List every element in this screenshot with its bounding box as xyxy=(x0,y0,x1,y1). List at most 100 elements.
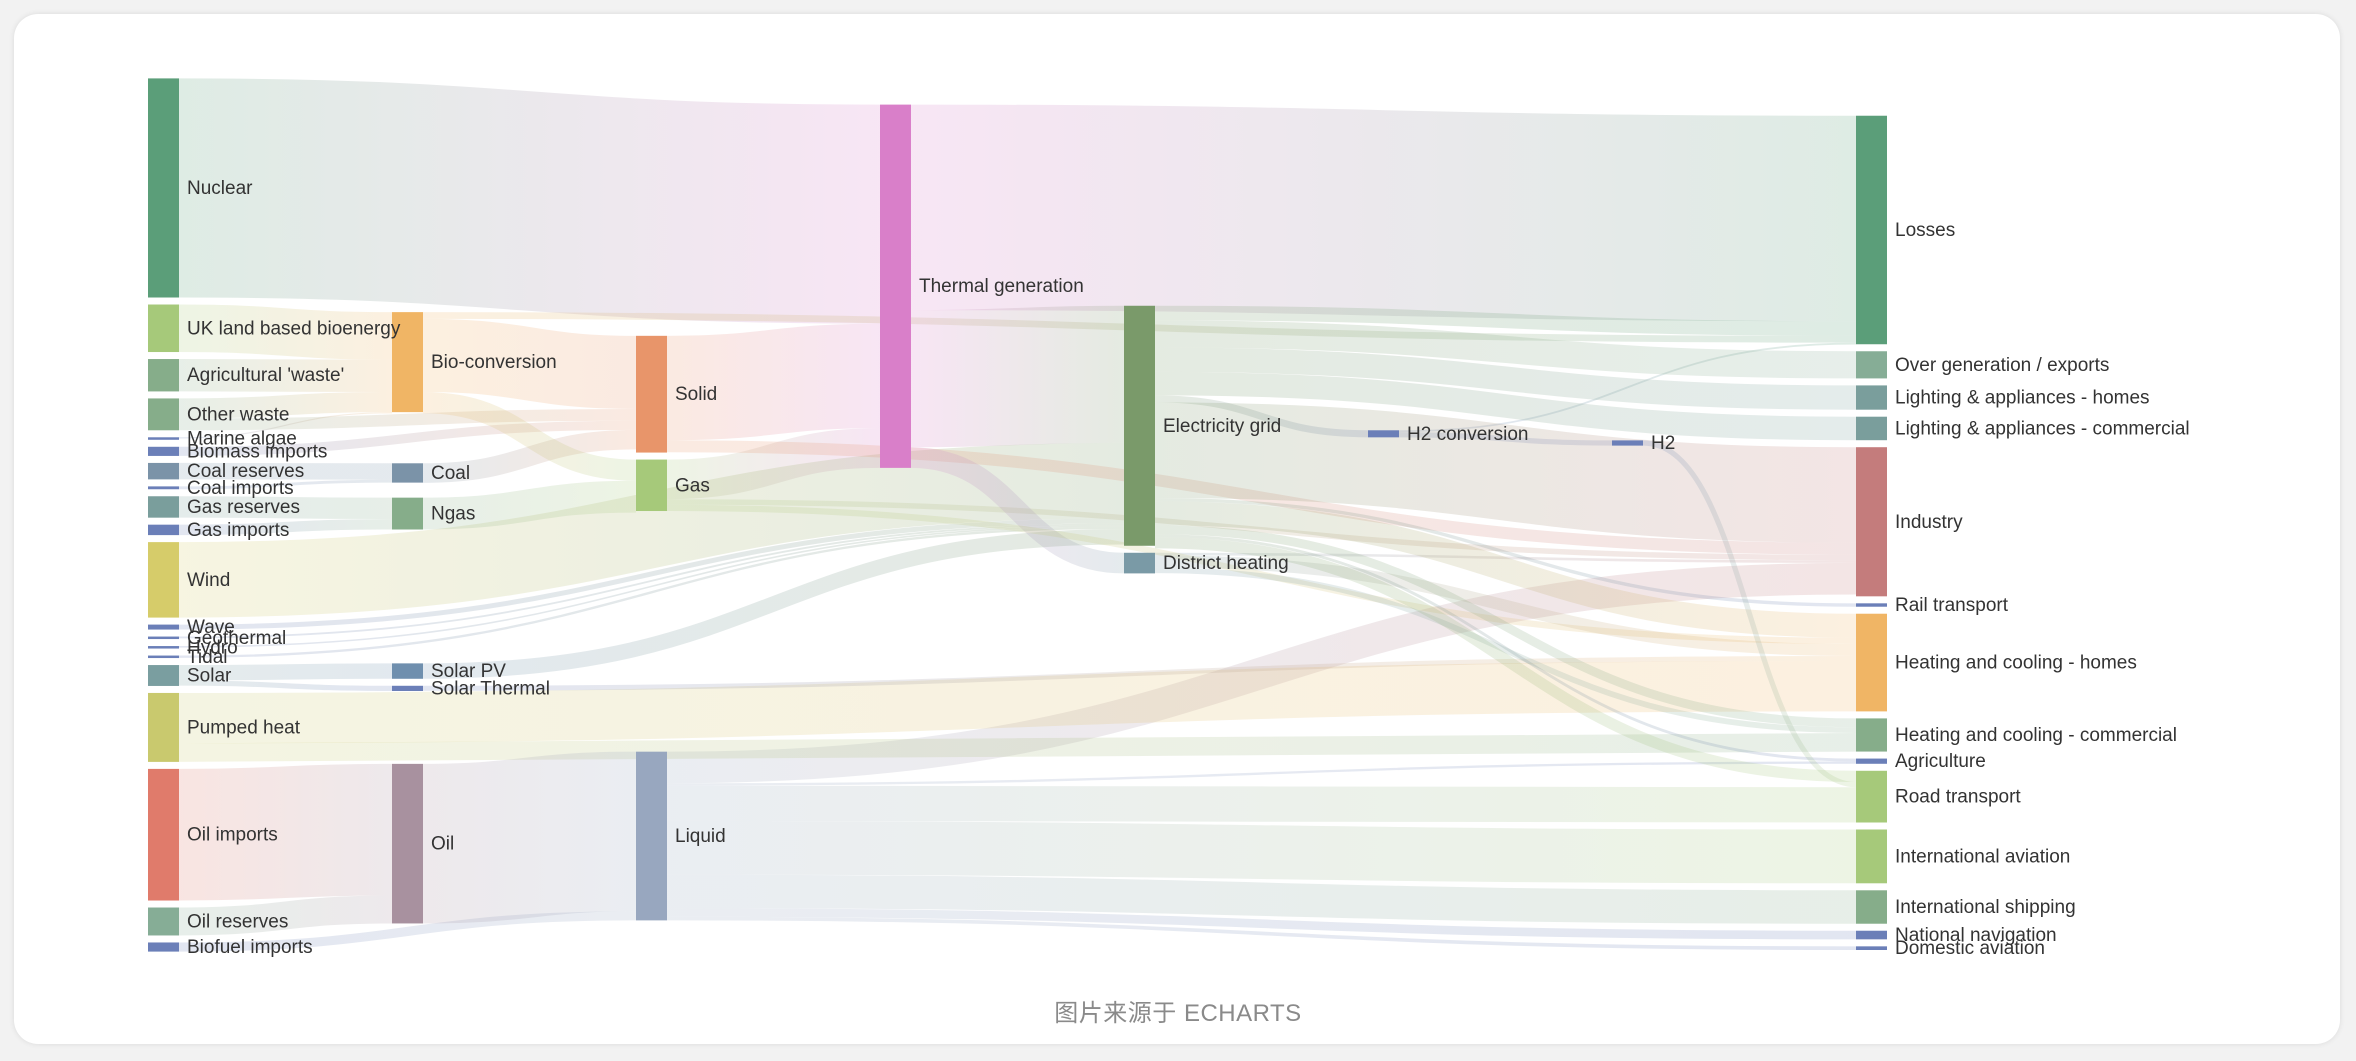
link-coal-to-solid[interactable] xyxy=(422,429,637,483)
node-oil-imports[interactable] xyxy=(148,768,179,901)
link-gas-imports-to-ngas[interactable] xyxy=(178,519,393,536)
node-oil-reserves[interactable] xyxy=(148,907,179,936)
node-geothermal[interactable] xyxy=(148,636,179,640)
node-district-heating[interactable] xyxy=(1124,552,1155,574)
node-electricity-grid[interactable] xyxy=(1124,305,1155,546)
link-liquid-to-domestic-aviation[interactable] xyxy=(666,916,1857,951)
node-solar-thermal[interactable] xyxy=(392,685,423,692)
link-electricity-grid-to-lighting-appliances-commercial[interactable] xyxy=(1154,371,1857,441)
link-nuclear-to-thermal-generation[interactable] xyxy=(178,78,881,324)
link-solar-pv-to-electricity-grid[interactable] xyxy=(422,529,1125,679)
node-thermal-generation[interactable] xyxy=(880,104,911,468)
node-gas-reserves[interactable] xyxy=(148,496,179,518)
node-domestic-aviation[interactable] xyxy=(1856,946,1887,950)
link-liquid-to-road-transport[interactable] xyxy=(666,785,1857,823)
node-uk-land-based-bioenergy[interactable] xyxy=(148,304,179,353)
link-liquid-to-agriculture[interactable] xyxy=(666,761,1857,786)
node-solar[interactable] xyxy=(148,665,179,686)
link-electricity-grid-to-rail-transport[interactable] xyxy=(1154,497,1857,607)
node-international-shipping[interactable] xyxy=(1856,890,1887,924)
link-other-waste-to-solid[interactable] xyxy=(178,408,637,431)
node-pumped-heat[interactable] xyxy=(148,692,179,762)
link-solar-to-solar-thermal[interactable] xyxy=(178,680,393,692)
node-agriculture[interactable] xyxy=(1856,758,1887,764)
link-electricity-grid-to-losses[interactable] xyxy=(1154,305,1857,336)
node-marine-algae[interactable] xyxy=(148,437,179,440)
node-lighting-appliances-homes[interactable] xyxy=(1856,385,1887,410)
link-bio-conversion-to-solid[interactable] xyxy=(422,318,637,409)
link-ngas-to-gas[interactable] xyxy=(422,480,637,530)
node-international-aviation[interactable] xyxy=(1856,829,1887,884)
link-district-heating-to-heating-and-cooling-commercial[interactable] xyxy=(1154,567,1857,734)
link-gas-to-industry[interactable] xyxy=(666,499,1857,561)
link-liquid-to-international-aviation[interactable] xyxy=(666,820,1857,884)
node-coal-reserves[interactable] xyxy=(148,462,179,480)
node-label-coal-reserves: Coal reserves xyxy=(187,461,304,482)
link-thermal-generation-to-district-heating[interactable] xyxy=(910,447,1125,574)
link-pumped-heat-to-heating-and-cooling-commercial[interactable] xyxy=(178,733,1857,762)
node-losses[interactable] xyxy=(1856,115,1887,345)
node-gas-imports[interactable] xyxy=(148,524,179,536)
link-other-waste-to-bio-conversion[interactable] xyxy=(178,392,393,419)
node-road-transport[interactable] xyxy=(1856,770,1887,823)
link-biomass-imports-to-solid[interactable] xyxy=(178,420,637,456)
link-tidal-to-electricity-grid[interactable] xyxy=(178,526,1125,658)
link-oil-reserves-to-oil[interactable] xyxy=(178,895,393,936)
link-h2-to-road-transport[interactable] xyxy=(1642,440,1857,788)
link-oil-to-liquid[interactable] xyxy=(422,751,637,924)
link-solid-to-thermal-generation[interactable] xyxy=(666,323,881,441)
link-liquid-to-national-navigation[interactable] xyxy=(666,908,1857,940)
link-electricity-grid-to-lighting-appliances-homes[interactable] xyxy=(1154,347,1857,410)
node-coal-imports[interactable] xyxy=(148,486,179,490)
node-agricultural-waste[interactable] xyxy=(148,359,179,392)
node-nuclear[interactable] xyxy=(148,78,179,298)
link-geothermal-to-electricity-grid[interactable] xyxy=(178,523,1125,639)
link-electricity-grid-to-over-generation-exports[interactable] xyxy=(1154,320,1857,379)
link-biofuel-imports-to-liquid[interactable] xyxy=(178,911,637,952)
node-heating-and-cooling-commercial[interactable] xyxy=(1856,718,1887,752)
node-solid[interactable] xyxy=(636,335,667,453)
link-wind-to-electricity-grid[interactable] xyxy=(178,442,1125,618)
node-national-navigation[interactable] xyxy=(1856,930,1887,940)
link-gas-reserves-to-ngas[interactable] xyxy=(178,496,393,520)
node-solar-pv[interactable] xyxy=(392,663,423,679)
link-electricity-grid-to-road-transport[interactable] xyxy=(1154,537,1857,783)
node-liquid[interactable] xyxy=(636,751,667,921)
link-coal-imports-to-coal[interactable] xyxy=(178,479,393,490)
node-bio-conversion[interactable] xyxy=(392,312,423,413)
link-hydro-to-electricity-grid[interactable] xyxy=(178,525,1125,648)
node-over-generation-exports[interactable] xyxy=(1856,351,1887,379)
node-industry[interactable] xyxy=(1856,447,1887,597)
node-tidal[interactable] xyxy=(148,655,179,659)
link-thermal-generation-to-losses[interactable] xyxy=(910,104,1857,322)
link-pumped-heat-to-heating-and-cooling-homes[interactable] xyxy=(178,660,1857,744)
link-oil-imports-to-oil[interactable] xyxy=(178,763,393,901)
node-heating-and-cooling-homes[interactable] xyxy=(1856,613,1887,712)
link-electricity-grid-to-industry[interactable] xyxy=(1154,402,1857,543)
node-h2[interactable] xyxy=(1612,440,1643,446)
node-lighting-appliances-commercial[interactable] xyxy=(1856,416,1887,441)
node-wave[interactable] xyxy=(148,624,179,630)
node-ngas[interactable] xyxy=(392,497,423,530)
link-agricultural-waste-to-bio-conversion[interactable] xyxy=(178,359,393,393)
link-thermal-generation-to-electricity-grid[interactable] xyxy=(910,305,1125,448)
node-wind[interactable] xyxy=(148,542,179,618)
node-biomass-imports[interactable] xyxy=(148,446,179,456)
link-solar-to-solar-pv[interactable] xyxy=(178,663,393,681)
link-wave-to-electricity-grid[interactable] xyxy=(178,518,1125,630)
node-h2-conversion[interactable] xyxy=(1368,430,1399,438)
link-electricity-grid-to-heating-and-cooling-homes[interactable] xyxy=(1154,501,1857,638)
node-hydro[interactable] xyxy=(148,646,179,649)
node-coal[interactable] xyxy=(392,463,423,483)
link-bio-conversion-to-gas[interactable] xyxy=(422,392,637,481)
link-uk-land-based-bioenergy-to-bio-conversion[interactable] xyxy=(178,304,393,360)
node-other-waste[interactable] xyxy=(148,398,179,431)
link-district-heating-to-heating-and-cooling-homes[interactable] xyxy=(1154,555,1857,657)
link-electricity-grid-to-agriculture[interactable] xyxy=(1154,534,1857,762)
link-liquid-to-international-shipping[interactable] xyxy=(666,874,1857,924)
node-rail-transport[interactable] xyxy=(1856,603,1887,607)
node-oil[interactable] xyxy=(392,763,423,924)
link-electricity-grid-to-heating-and-cooling-commercial[interactable] xyxy=(1154,525,1857,728)
node-gas[interactable] xyxy=(636,459,667,512)
node-biofuel-imports[interactable] xyxy=(148,942,179,952)
